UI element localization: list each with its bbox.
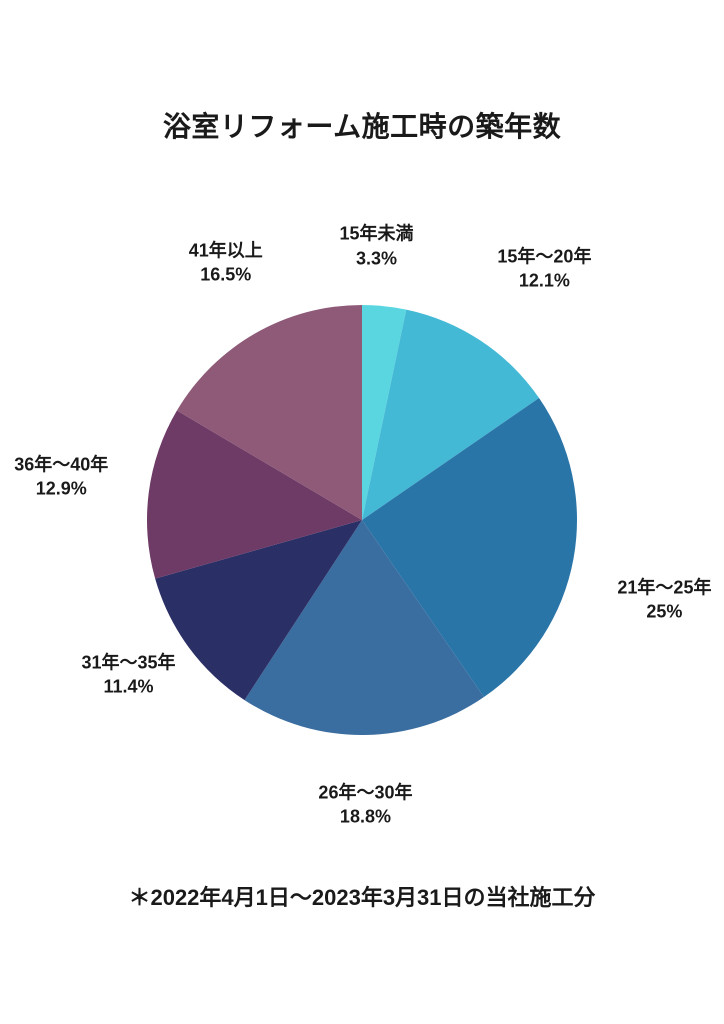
slice-label: 41年以上16.5% — [189, 239, 263, 288]
slice-label-text: 31年～35年 — [82, 651, 176, 675]
slice-percent-text: 12.9% — [14, 477, 108, 501]
chart-title: 浴室リフォーム施工時の築年数 — [0, 105, 724, 145]
slice-percent-text: 12.1% — [497, 269, 591, 293]
slice-label-text: 41年以上 — [189, 239, 263, 263]
slice-label-text: 15年未満 — [339, 222, 413, 246]
slice-label-text: 36年～40年 — [14, 452, 108, 476]
slice-label: 31年～35年11.4% — [82, 651, 176, 700]
page-root: 浴室リフォーム施工時の築年数 15年未満3.3% 15年～20年12.1% 21年～… — [0, 0, 724, 1024]
slice-percent-text: 11.4% — [82, 675, 176, 699]
slice-percent-text: 3.3% — [339, 246, 413, 270]
pie-chart-area: 15年未満3.3% 15年～20年12.1% 21年～25年25% 26年～30年18… — [0, 170, 724, 830]
slice-label: 36年～40年12.9% — [14, 452, 108, 501]
slice-label-text: 26年～30年 — [318, 781, 412, 805]
slice-label: 15年～20年12.1% — [497, 245, 591, 294]
slice-percent-text: 18.8% — [318, 805, 412, 829]
slice-label: 15年未満3.3% — [339, 222, 413, 271]
slice-percent-text: 16.5% — [189, 263, 263, 287]
slice-label: 26年～30年18.8% — [318, 781, 412, 830]
slice-label: 21年～25年25% — [617, 576, 711, 625]
slice-label-text: 21年～25年 — [617, 576, 711, 600]
chart-footnote: ＊2022年4月1日～2023年3月31日の当社施工分 — [0, 880, 724, 912]
slice-label-text: 15年～20年 — [497, 245, 591, 269]
slice-percent-text: 25% — [617, 600, 711, 624]
